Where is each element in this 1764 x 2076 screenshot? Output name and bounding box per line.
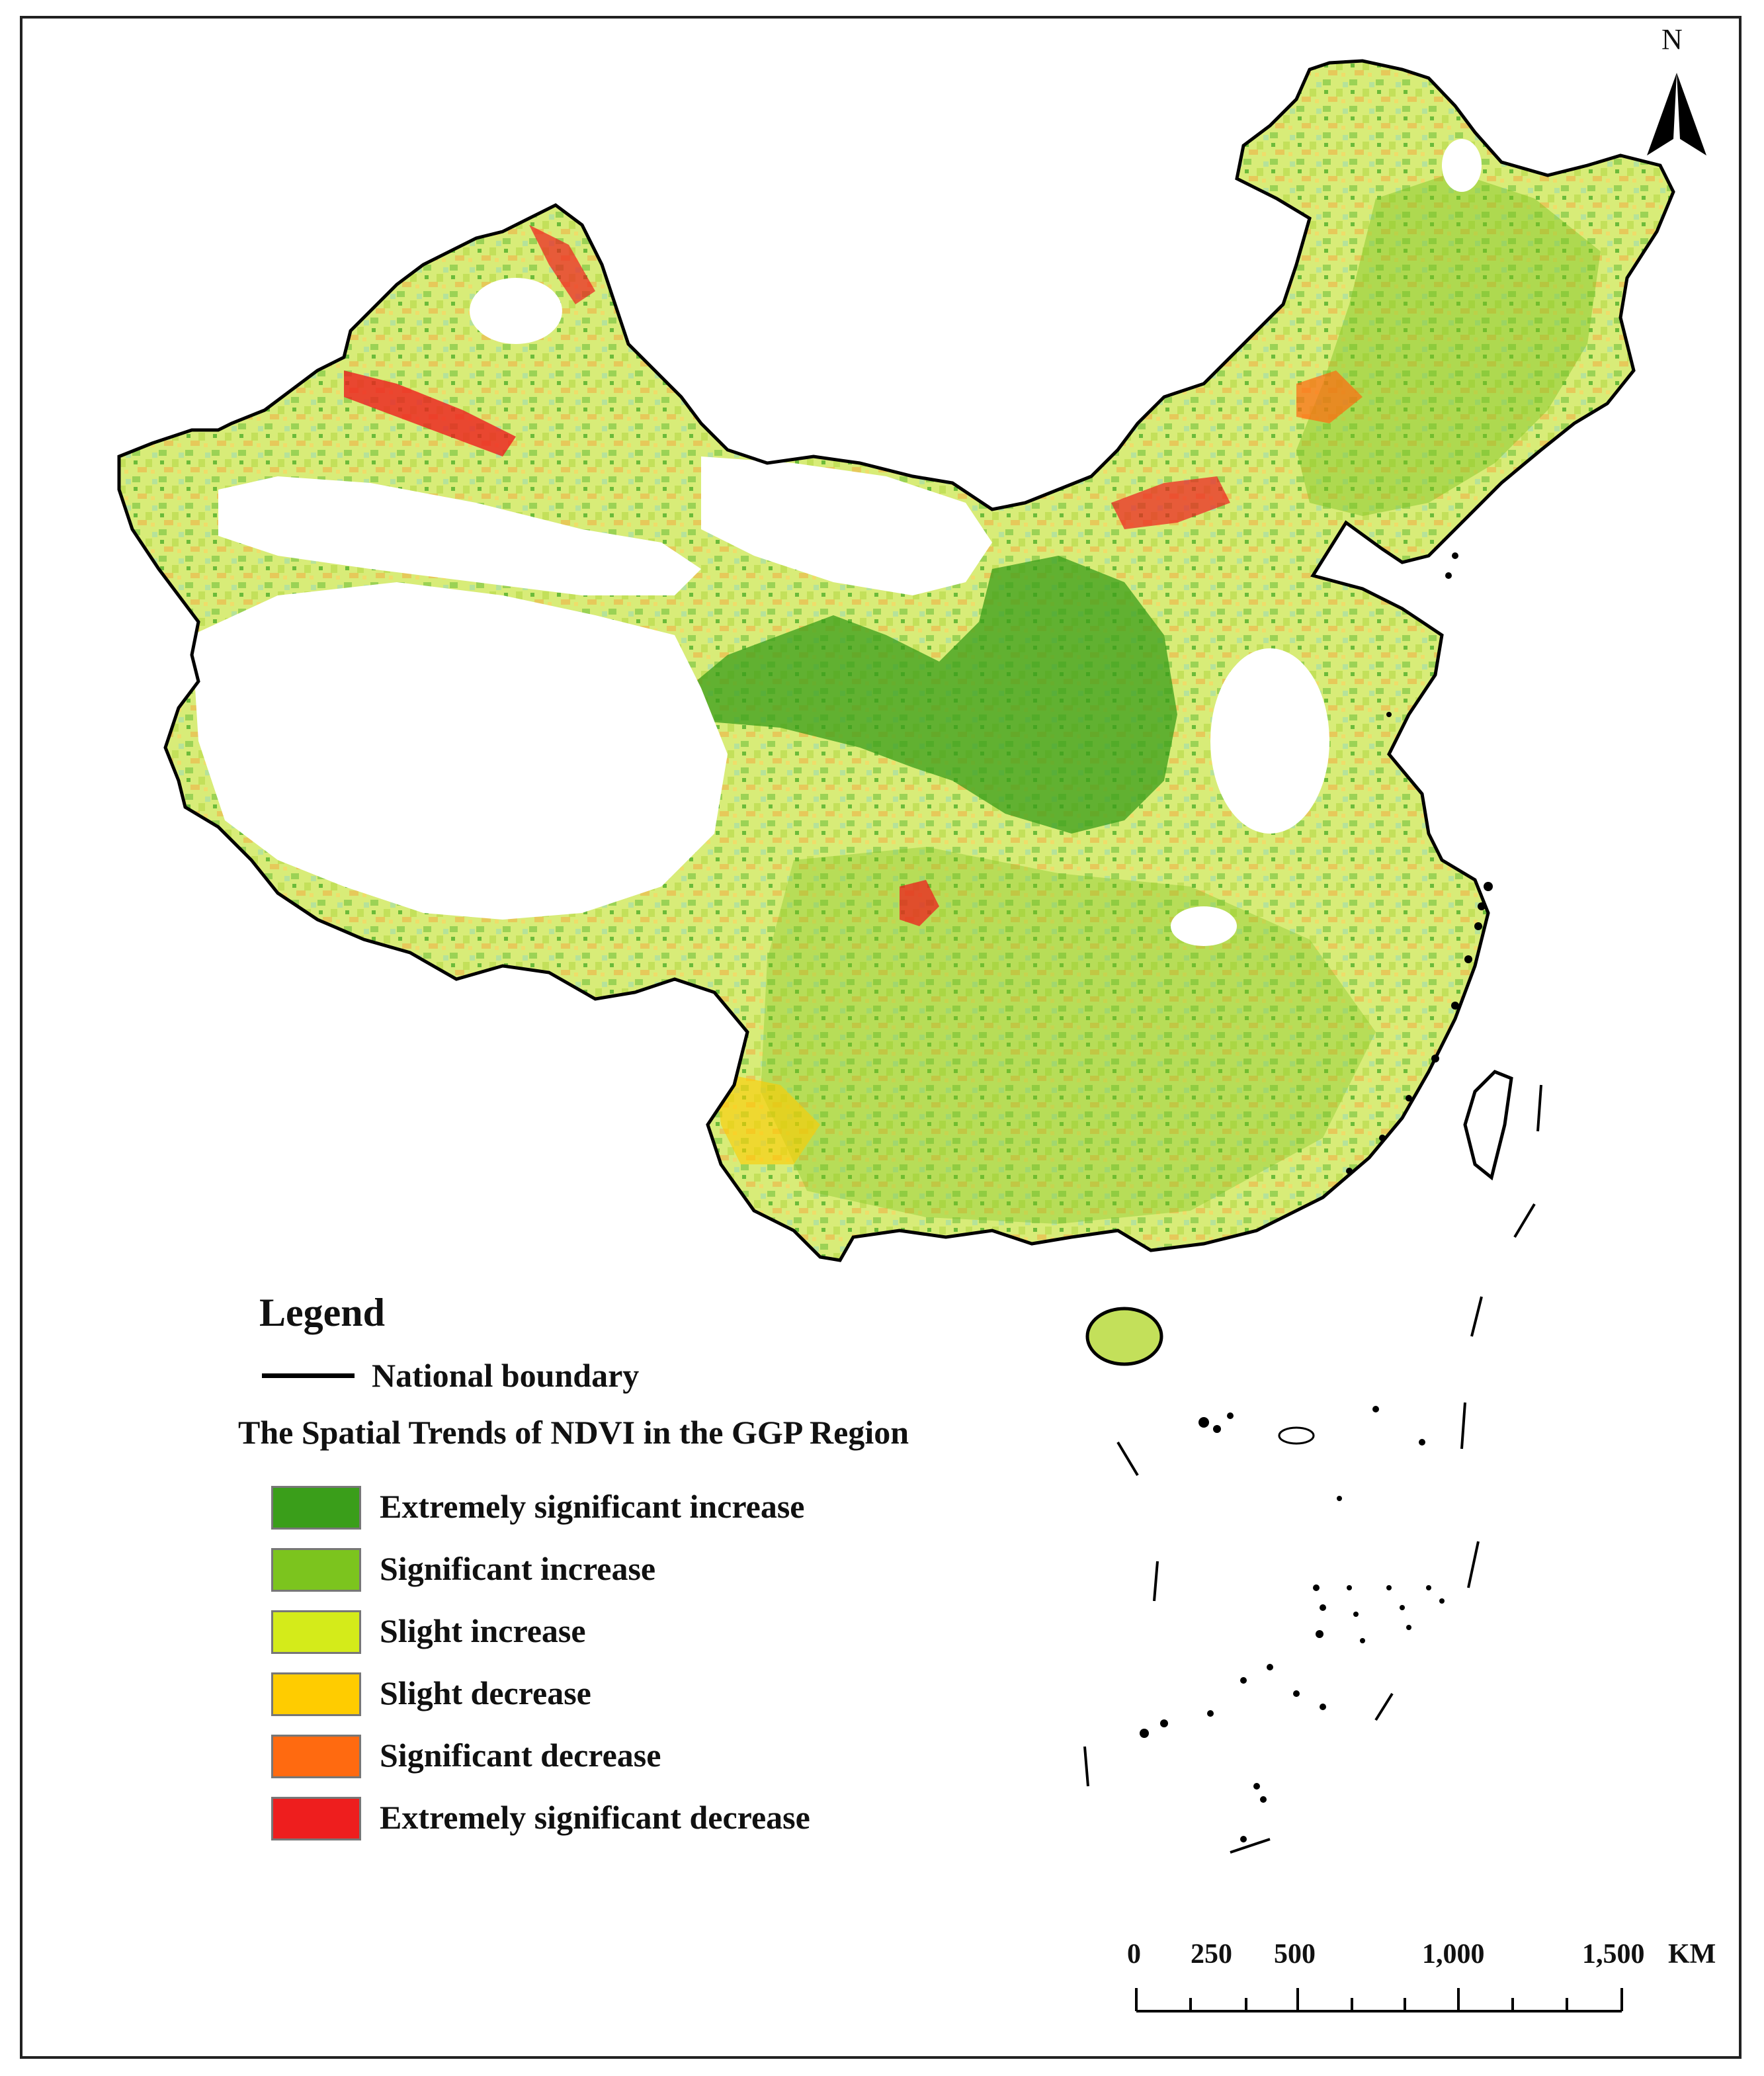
legend-swatch-significant-decrease [271, 1735, 361, 1778]
scale-bar [1135, 1988, 1623, 2012]
no-data-dzungaria [470, 278, 562, 344]
ndvi-raster [119, 61, 1673, 1260]
legend-label-extremely-significant-increase: Extremely significant increase [380, 1488, 805, 1525]
decrease-hotspot-yunnan [714, 1072, 820, 1164]
ndvi-region-northeast [1296, 172, 1601, 516]
legend-boundary-line [262, 1373, 355, 1378]
decrease-hotspot-northeast [1296, 370, 1363, 423]
legend-swatch-extremely-significant-decrease [271, 1797, 361, 1840]
decrease-hotspot-sichuan [900, 880, 939, 926]
hainan-island [1085, 1307, 1163, 1366]
taiwan-island [1463, 1070, 1513, 1181]
scale-tick-500: 500 [1274, 1939, 1316, 1969]
legend-swatch-significant-increase [271, 1548, 361, 1592]
no-data-lake-east [1171, 906, 1237, 946]
north-label: N [1661, 23, 1683, 56]
ndvi-region-central [688, 556, 1177, 834]
legend-swatch-slight-decrease [271, 1672, 361, 1716]
no-data-gobi [701, 456, 992, 595]
scale-tick-1500: 1,500 [1582, 1939, 1645, 1969]
scale-tick-0: 0 [1127, 1939, 1141, 1969]
no-data-north-china-plain [1210, 648, 1329, 834]
decrease-hotspot-tianshan [344, 370, 516, 456]
scale-tick-250: 250 [1191, 1939, 1232, 1969]
decrease-hotspot-inner-mongolia [1111, 476, 1230, 529]
legend-label-significant-increase: Significant increase [380, 1550, 656, 1587]
legend-label-significant-decrease: Significant decrease [380, 1737, 661, 1774]
south-china-sea-lines [1083, 1084, 1542, 1854]
legend-boundary-label: National boundary [372, 1357, 640, 1394]
coastal-islands [1346, 552, 1493, 1174]
scale-tick-1000: 1,000 [1422, 1939, 1485, 1969]
scale-unit: KM [1668, 1939, 1716, 1969]
legend-label-extremely-significant-decrease: Extremely significant decrease [380, 1799, 810, 1836]
legend-swatch-extremely-significant-increase [271, 1486, 361, 1530]
no-data-tibet [192, 582, 728, 920]
legend-label-slight-decrease: Slight decrease [380, 1674, 591, 1711]
decrease-hotspot-altai [529, 225, 595, 304]
north-arrow [1647, 73, 1706, 155]
legend-label-slight-increase: Slight increase [380, 1612, 586, 1649]
legend-subtitle: The Spatial Trends of NDVI in the GGP Re… [238, 1414, 909, 1451]
south-china-sea-islands [1140, 1406, 1445, 1842]
legend-swatch-slight-increase [271, 1610, 361, 1654]
no-data-northeast-patch [1442, 139, 1482, 192]
legend-title: Legend [259, 1291, 386, 1334]
no-data-tarim [218, 476, 701, 595]
